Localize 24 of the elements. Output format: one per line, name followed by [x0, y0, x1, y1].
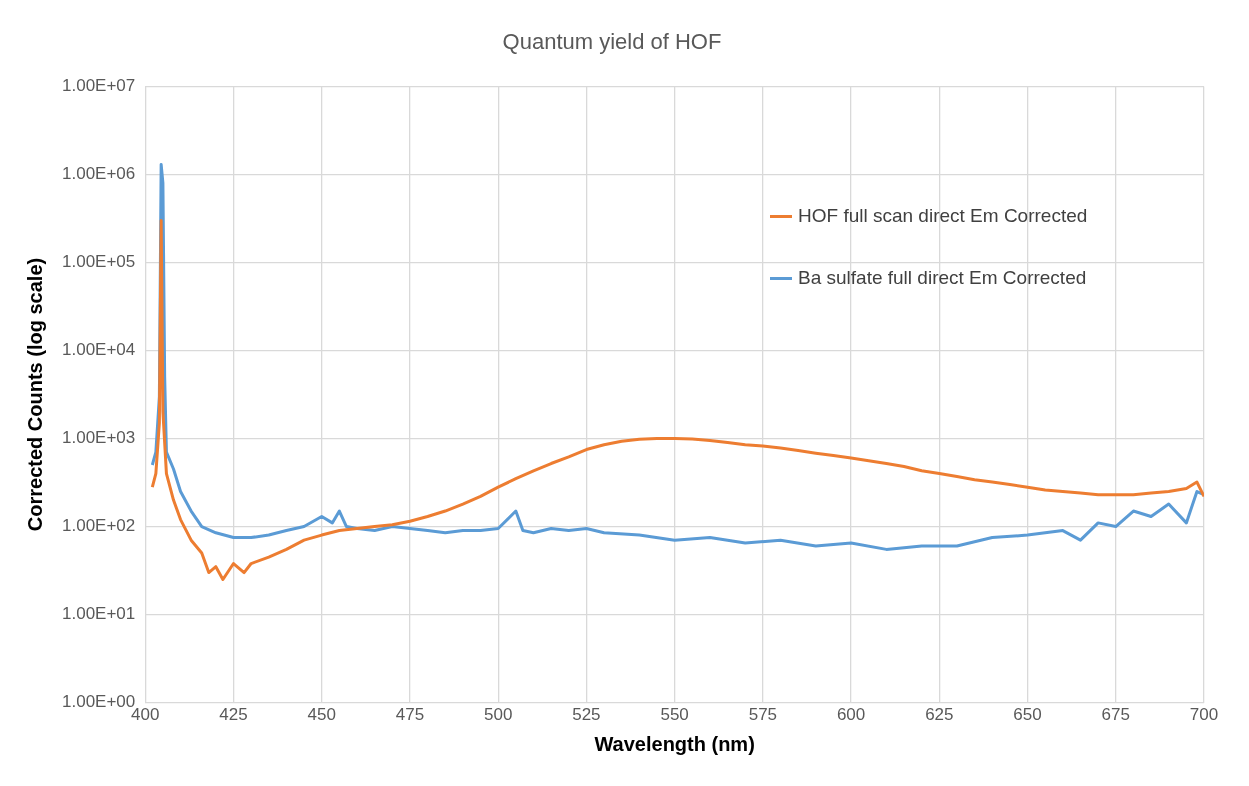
- chart-title: Quantum yield of HOF: [502, 29, 722, 55]
- x-tick-label: 625: [925, 705, 954, 725]
- legend-label: Ba sulfate full direct Em Corrected: [798, 267, 1087, 289]
- x-tick-label: 525: [572, 705, 601, 725]
- x-tick-label: 700: [1189, 705, 1219, 725]
- x-tick-label: 475: [395, 705, 425, 725]
- x-tick-label: 575: [748, 705, 778, 725]
- x-tick-label: 550: [660, 705, 689, 725]
- x-tick-label: 650: [1013, 705, 1042, 725]
- y-tick-label: 1.00E+02: [62, 516, 136, 536]
- y-tick-label: 1.00E+01: [62, 604, 136, 624]
- x-tick-label: 500: [483, 705, 513, 725]
- y-tick-label: 1.00E+06: [62, 164, 136, 184]
- y-tick-label: 1.00E+05: [62, 252, 136, 272]
- x-axis-title: Wavelength (nm): [594, 732, 755, 755]
- y-axis-title: Corrected Counts (log scale): [23, 257, 46, 532]
- y-tick-label: 1.00E+07: [62, 76, 136, 96]
- y-tick-label: 1.00E+04: [62, 340, 136, 360]
- x-tick-label: 450: [307, 705, 336, 725]
- legend-label: HOF full scan direct Em Corrected: [798, 205, 1088, 227]
- x-tick-label: 675: [1101, 705, 1130, 725]
- x-tick-label: 600: [836, 705, 866, 725]
- x-tick-label: 425: [219, 705, 248, 725]
- y-tick-label: 1.00E+03: [62, 428, 136, 448]
